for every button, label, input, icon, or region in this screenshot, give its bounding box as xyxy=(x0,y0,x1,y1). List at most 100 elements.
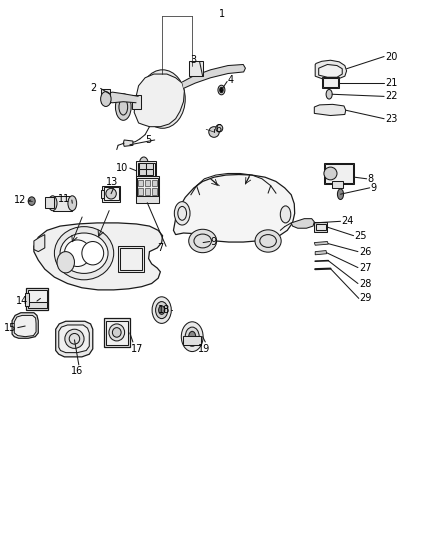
Text: 6: 6 xyxy=(216,124,222,134)
Text: 9: 9 xyxy=(371,183,377,193)
Text: 25: 25 xyxy=(354,231,367,241)
Ellipse shape xyxy=(255,230,281,252)
Ellipse shape xyxy=(218,85,225,95)
Ellipse shape xyxy=(189,332,196,342)
Bar xyxy=(152,180,157,186)
Text: 8: 8 xyxy=(367,174,374,184)
Bar xyxy=(102,185,120,201)
Polygon shape xyxy=(291,219,314,228)
Bar xyxy=(53,196,72,211)
Text: 22: 22 xyxy=(385,91,397,101)
Ellipse shape xyxy=(189,229,217,253)
Polygon shape xyxy=(134,74,184,127)
Bar xyxy=(132,95,141,109)
Text: 15: 15 xyxy=(4,322,17,333)
Ellipse shape xyxy=(109,324,124,341)
Ellipse shape xyxy=(48,196,57,211)
Bar xyxy=(138,188,143,195)
Ellipse shape xyxy=(57,252,74,273)
Polygon shape xyxy=(314,241,328,245)
Text: 23: 23 xyxy=(385,114,397,124)
Polygon shape xyxy=(315,251,327,255)
Ellipse shape xyxy=(337,189,343,199)
Polygon shape xyxy=(319,64,342,77)
Ellipse shape xyxy=(155,88,170,110)
Bar xyxy=(152,188,157,195)
Text: 19: 19 xyxy=(198,344,210,353)
Ellipse shape xyxy=(181,322,203,352)
Text: 10: 10 xyxy=(116,163,128,173)
Ellipse shape xyxy=(280,206,291,223)
Bar xyxy=(324,163,354,184)
Bar xyxy=(135,176,159,197)
Ellipse shape xyxy=(140,70,185,128)
Ellipse shape xyxy=(324,167,337,180)
Bar xyxy=(138,163,155,175)
Polygon shape xyxy=(34,235,45,252)
Bar xyxy=(332,181,343,188)
Ellipse shape xyxy=(60,233,108,273)
Bar xyxy=(25,293,28,306)
Ellipse shape xyxy=(106,188,117,199)
Ellipse shape xyxy=(68,196,77,211)
Text: 1: 1 xyxy=(219,9,226,19)
Bar xyxy=(104,187,119,200)
Text: 13: 13 xyxy=(106,177,119,187)
Text: 12: 12 xyxy=(14,195,26,205)
Ellipse shape xyxy=(101,92,111,107)
Bar xyxy=(137,177,158,196)
Polygon shape xyxy=(315,60,346,79)
Ellipse shape xyxy=(155,302,168,319)
Bar xyxy=(323,78,338,87)
Ellipse shape xyxy=(64,240,91,266)
Text: 24: 24 xyxy=(341,216,354,227)
Polygon shape xyxy=(12,313,38,338)
Ellipse shape xyxy=(220,87,223,93)
Bar xyxy=(106,321,127,345)
Bar xyxy=(138,164,145,168)
Text: 21: 21 xyxy=(385,78,397,87)
Polygon shape xyxy=(124,140,133,147)
Bar xyxy=(138,169,145,174)
Ellipse shape xyxy=(65,329,84,349)
Text: 5: 5 xyxy=(145,135,152,145)
Bar xyxy=(138,180,143,186)
Text: 20: 20 xyxy=(385,52,397,61)
Ellipse shape xyxy=(159,306,165,314)
Bar xyxy=(101,190,104,198)
Ellipse shape xyxy=(82,241,104,265)
Ellipse shape xyxy=(28,197,35,205)
Text: 14: 14 xyxy=(16,296,28,306)
Text: 27: 27 xyxy=(359,263,371,272)
Ellipse shape xyxy=(216,125,223,132)
Text: 28: 28 xyxy=(359,279,371,288)
Ellipse shape xyxy=(174,201,190,225)
Bar xyxy=(136,161,156,177)
Polygon shape xyxy=(59,325,89,353)
Ellipse shape xyxy=(54,227,114,280)
Polygon shape xyxy=(314,104,346,116)
Ellipse shape xyxy=(209,127,219,138)
Text: 3: 3 xyxy=(191,55,197,65)
Polygon shape xyxy=(182,64,245,88)
Text: 17: 17 xyxy=(131,344,144,353)
Ellipse shape xyxy=(185,327,199,346)
Bar xyxy=(28,302,46,308)
Bar xyxy=(189,61,203,76)
Text: 9: 9 xyxy=(211,237,217,247)
Text: 16: 16 xyxy=(71,367,84,376)
Text: 18: 18 xyxy=(158,305,170,315)
Polygon shape xyxy=(56,321,93,357)
Bar xyxy=(325,165,353,182)
Ellipse shape xyxy=(113,328,121,337)
Ellipse shape xyxy=(152,297,171,324)
Bar xyxy=(314,222,327,232)
Bar xyxy=(45,197,53,208)
Polygon shape xyxy=(173,174,295,242)
Polygon shape xyxy=(34,223,162,290)
Ellipse shape xyxy=(326,90,332,99)
Bar xyxy=(145,188,150,195)
Ellipse shape xyxy=(147,79,178,119)
Polygon shape xyxy=(105,92,138,103)
Bar xyxy=(146,169,153,174)
